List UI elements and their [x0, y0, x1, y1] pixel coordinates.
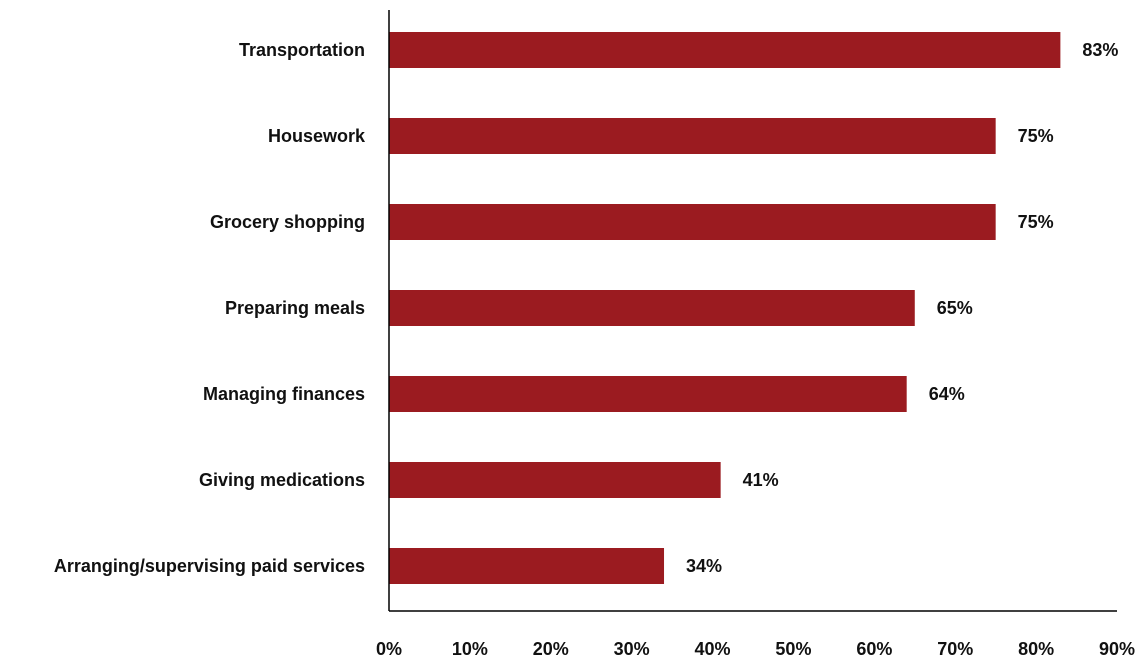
data-label-1: 75% [1018, 126, 1054, 146]
bar-1 [389, 118, 996, 154]
bar-3 [389, 290, 915, 326]
data-label-2: 75% [1018, 212, 1054, 232]
data-label-6: 34% [686, 556, 722, 576]
bar-2 [389, 204, 996, 240]
bar-6 [389, 548, 665, 584]
x-tick-label-8: 80% [1018, 639, 1054, 659]
bar-4 [389, 376, 907, 412]
data-label-0: 83% [1082, 40, 1118, 60]
bar-5 [389, 462, 721, 498]
category-label-4: Managing finances [203, 384, 365, 404]
x-tick-label-0: 0% [376, 639, 402, 659]
bars-layer [389, 32, 1061, 584]
labels-layer: Transportation 83% Housework 75% Grocery sho… [54, 40, 1135, 659]
data-label-3: 65% [937, 298, 973, 318]
x-tick-label-9: 90% [1099, 639, 1135, 659]
category-label-3: Preparing meals [225, 298, 365, 318]
x-tick-label-5: 50% [775, 639, 811, 659]
x-tick-label-7: 70% [937, 639, 973, 659]
axis-layer [388, 10, 1117, 612]
category-label-6: Arranging/supervising paid services [54, 556, 365, 576]
data-label-4: 64% [929, 384, 965, 404]
category-label-5: Giving medications [199, 470, 365, 490]
x-tick-label-4: 40% [695, 639, 731, 659]
x-tick-label-1: 10% [452, 639, 488, 659]
category-label-1: Housework [268, 126, 366, 146]
x-tick-label-2: 20% [533, 639, 569, 659]
bar-0 [389, 32, 1061, 68]
x-tick-label-3: 30% [614, 639, 650, 659]
data-label-5: 41% [743, 470, 779, 490]
x-tick-label-6: 60% [856, 639, 892, 659]
category-label-2: Grocery shopping [210, 212, 365, 232]
category-label-0: Transportation [239, 40, 365, 60]
